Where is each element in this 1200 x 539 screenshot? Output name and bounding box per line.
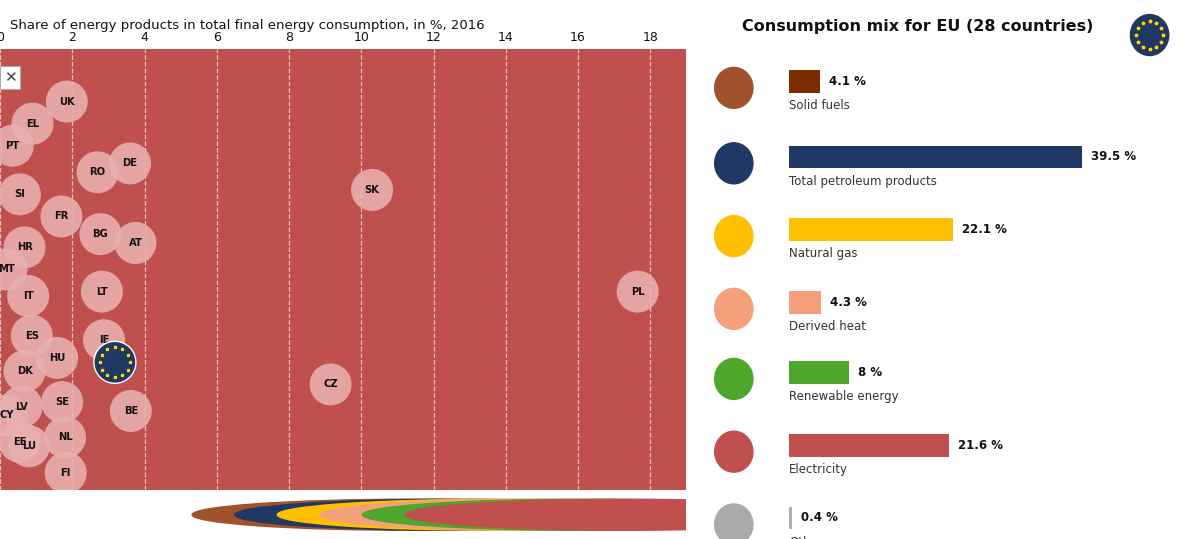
- Circle shape: [715, 504, 752, 539]
- FancyBboxPatch shape: [790, 291, 821, 314]
- Text: AT: AT: [128, 238, 143, 248]
- Text: 8 %: 8 %: [858, 366, 882, 379]
- Circle shape: [362, 499, 802, 530]
- Text: IE: IE: [98, 335, 109, 345]
- Text: LV: LV: [16, 402, 28, 411]
- Text: LU: LU: [22, 441, 36, 451]
- Ellipse shape: [44, 452, 86, 494]
- Text: PT: PT: [6, 141, 19, 151]
- Ellipse shape: [41, 196, 83, 238]
- Ellipse shape: [109, 390, 151, 432]
- Ellipse shape: [0, 248, 28, 291]
- Circle shape: [1130, 15, 1169, 56]
- Text: EE: EE: [13, 437, 26, 447]
- Circle shape: [715, 67, 752, 108]
- Text: DK: DK: [17, 366, 32, 376]
- Text: HU: HU: [49, 353, 65, 363]
- Text: MT: MT: [0, 265, 14, 274]
- Ellipse shape: [4, 226, 46, 268]
- Ellipse shape: [0, 421, 41, 463]
- Ellipse shape: [0, 174, 41, 216]
- Text: Total petroleum products: Total petroleum products: [790, 175, 937, 188]
- Circle shape: [277, 499, 716, 530]
- Circle shape: [715, 288, 752, 329]
- Text: SK: SK: [365, 185, 379, 195]
- Ellipse shape: [0, 125, 34, 167]
- Text: LT: LT: [96, 287, 108, 296]
- Circle shape: [715, 216, 752, 257]
- Ellipse shape: [83, 319, 125, 361]
- Ellipse shape: [44, 417, 86, 459]
- Ellipse shape: [4, 350, 46, 392]
- Text: NL: NL: [58, 432, 72, 443]
- Text: Share of energy products in total final energy consumption, in %, 2016: Share of energy products in total final …: [10, 19, 485, 32]
- Text: IT: IT: [23, 291, 34, 301]
- Circle shape: [235, 499, 674, 530]
- Circle shape: [715, 431, 752, 472]
- Text: 4.3 %: 4.3 %: [830, 296, 868, 309]
- Text: PL: PL: [631, 287, 644, 296]
- FancyBboxPatch shape: [790, 218, 953, 241]
- Text: Solid fuels: Solid fuels: [790, 99, 850, 112]
- Text: SI: SI: [14, 189, 25, 199]
- Text: EL: EL: [26, 119, 40, 129]
- Circle shape: [715, 358, 752, 399]
- Text: Solid fuels: Solid fuels: [79, 506, 185, 524]
- Ellipse shape: [41, 381, 83, 423]
- Ellipse shape: [352, 169, 394, 211]
- Text: 22.1 %: 22.1 %: [962, 223, 1007, 236]
- Text: FR: FR: [54, 211, 68, 222]
- Text: Electricity: Electricity: [790, 463, 848, 476]
- Text: CY: CY: [0, 410, 13, 420]
- FancyBboxPatch shape: [790, 507, 792, 529]
- Ellipse shape: [8, 425, 50, 467]
- Ellipse shape: [1, 385, 43, 427]
- Text: 21.6 %: 21.6 %: [959, 439, 1003, 452]
- Text: FI: FI: [60, 468, 71, 478]
- Ellipse shape: [114, 222, 156, 264]
- Circle shape: [192, 499, 631, 530]
- Text: Other: Other: [790, 536, 823, 539]
- Text: ES: ES: [25, 331, 38, 341]
- Text: UK: UK: [59, 96, 74, 107]
- Text: Natural gas: Natural gas: [790, 247, 858, 260]
- Ellipse shape: [0, 395, 28, 437]
- Circle shape: [404, 499, 845, 530]
- Ellipse shape: [77, 151, 119, 194]
- Text: CZ: CZ: [323, 379, 338, 389]
- Ellipse shape: [11, 315, 53, 357]
- Ellipse shape: [109, 142, 151, 184]
- Text: 4.1 %: 4.1 %: [829, 75, 865, 88]
- Ellipse shape: [7, 275, 49, 317]
- Circle shape: [715, 143, 752, 184]
- FancyBboxPatch shape: [790, 361, 848, 384]
- Text: BG: BG: [92, 229, 108, 239]
- Text: Derived heat: Derived heat: [790, 320, 866, 333]
- Text: SE: SE: [55, 397, 70, 407]
- Text: 0.4 %: 0.4 %: [802, 512, 838, 524]
- Ellipse shape: [617, 271, 659, 313]
- Text: RO: RO: [90, 167, 106, 177]
- Ellipse shape: [36, 337, 78, 379]
- Ellipse shape: [80, 271, 122, 313]
- Ellipse shape: [79, 213, 121, 255]
- Ellipse shape: [310, 363, 352, 405]
- Polygon shape: [37, 501, 56, 528]
- Text: Renewable energy: Renewable energy: [790, 390, 899, 403]
- Text: Consumption mix for EU (28 countries): Consumption mix for EU (28 countries): [742, 19, 1093, 34]
- Text: BE: BE: [124, 406, 138, 416]
- Ellipse shape: [94, 341, 136, 383]
- Text: 39.5 %: 39.5 %: [1091, 150, 1135, 163]
- Ellipse shape: [12, 102, 54, 144]
- Text: ✕: ✕: [4, 70, 17, 85]
- Circle shape: [320, 499, 760, 530]
- Text: DE: DE: [122, 158, 138, 168]
- FancyBboxPatch shape: [790, 70, 820, 93]
- Text: HR: HR: [17, 243, 32, 252]
- FancyBboxPatch shape: [790, 146, 1081, 168]
- Ellipse shape: [46, 80, 88, 122]
- Text: eurostat: eurostat: [612, 508, 676, 521]
- FancyBboxPatch shape: [790, 434, 949, 457]
